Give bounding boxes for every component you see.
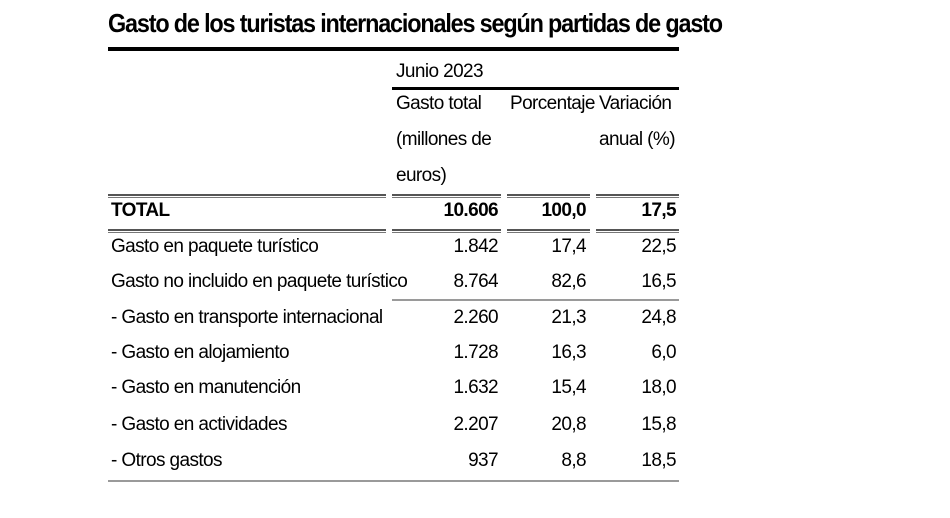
row-transporte-gasto: 2.260 bbox=[453, 307, 498, 328]
row-paquete-variacion: 22,5 bbox=[641, 236, 676, 257]
row-actividades-label: - Gasto en actividades bbox=[111, 414, 287, 435]
row-no-paquete-label: Gasto no incluido en paquete turístico bbox=[111, 271, 408, 292]
header-rule-variacion bbox=[596, 194, 679, 198]
row-actividades-gasto: 2.207 bbox=[453, 414, 498, 435]
row-transporte-porcentaje: 21,3 bbox=[551, 307, 586, 328]
period-header: Junio 2023 bbox=[396, 61, 484, 82]
col-header-porcentaje: Porcentaje bbox=[510, 86, 595, 122]
row-total-label: TOTAL bbox=[111, 200, 170, 221]
row-otros-label: - Otros gastos bbox=[111, 450, 223, 471]
table-title: Gasto de los turistas internacionales se… bbox=[108, 8, 723, 38]
row-transporte-label: - Gasto en transporte internacional bbox=[111, 307, 383, 328]
col-header-gasto-line-3: euros) bbox=[396, 165, 447, 186]
total-rule-gasto bbox=[392, 229, 501, 233]
row-total-gasto: 10.606 bbox=[443, 200, 498, 221]
row-manutencion-gasto: 1.632 bbox=[453, 377, 498, 398]
row-no-paquete-porcentaje: 82,6 bbox=[551, 271, 586, 292]
row-otros-variacion: 18,5 bbox=[641, 450, 676, 471]
col-header-gasto-line-1: Gasto total bbox=[396, 93, 482, 114]
col-header-porcentaje-line-1: Porcentaje bbox=[510, 93, 595, 114]
row-actividades-porcentaje: 20,8 bbox=[551, 414, 586, 435]
header-rule-porcentaje bbox=[507, 194, 590, 198]
row-total-porcentaje: 100,0 bbox=[541, 200, 586, 221]
subsection-rule bbox=[392, 299, 679, 301]
col-header-gasto-total: Gasto total (millones de euros) bbox=[396, 86, 492, 194]
row-no-paquete-variacion: 16,5 bbox=[641, 271, 676, 292]
header-rule-label bbox=[108, 194, 386, 198]
total-rule-label bbox=[108, 229, 386, 233]
row-otros-porcentaje: 8,8 bbox=[561, 450, 586, 471]
col-header-gasto-line-2: (millones de bbox=[396, 129, 492, 150]
row-actividades-variacion: 15,8 bbox=[641, 414, 676, 435]
col-header-variacion: Variación anual (%) bbox=[599, 86, 676, 158]
row-alojamiento-label: - Gasto en alojamiento bbox=[111, 342, 290, 363]
row-transporte-variacion: 24,8 bbox=[641, 307, 676, 328]
row-otros-gasto: 937 bbox=[468, 450, 499, 471]
col-header-variacion-line-1: Variación bbox=[599, 93, 672, 114]
header-rule-gasto bbox=[392, 194, 501, 198]
total-rule-porcentaje bbox=[507, 229, 590, 233]
row-paquete-label: Gasto en paquete turístico bbox=[111, 236, 319, 257]
col-header-variacion-line-2: anual (%) bbox=[599, 129, 676, 150]
period-rule bbox=[392, 87, 679, 90]
title-rule bbox=[108, 47, 679, 51]
row-no-paquete-gasto: 8.764 bbox=[453, 271, 498, 292]
row-alojamiento-gasto: 1.728 bbox=[453, 342, 498, 363]
row-paquete-gasto: 1.842 bbox=[453, 236, 498, 257]
row-total-variacion: 17,5 bbox=[641, 200, 676, 221]
total-rule-variacion bbox=[596, 229, 679, 233]
row-manutencion-variacion: 18,0 bbox=[641, 377, 676, 398]
row-manutencion-label: - Gasto en manutención bbox=[111, 377, 301, 398]
row-manutencion-porcentaje: 15,4 bbox=[551, 377, 586, 398]
row-alojamiento-variacion: 6,0 bbox=[651, 342, 676, 363]
row-alojamiento-porcentaje: 16,3 bbox=[551, 342, 586, 363]
row-paquete-porcentaje: 17,4 bbox=[551, 236, 586, 257]
table-bottom-rule bbox=[108, 480, 679, 482]
